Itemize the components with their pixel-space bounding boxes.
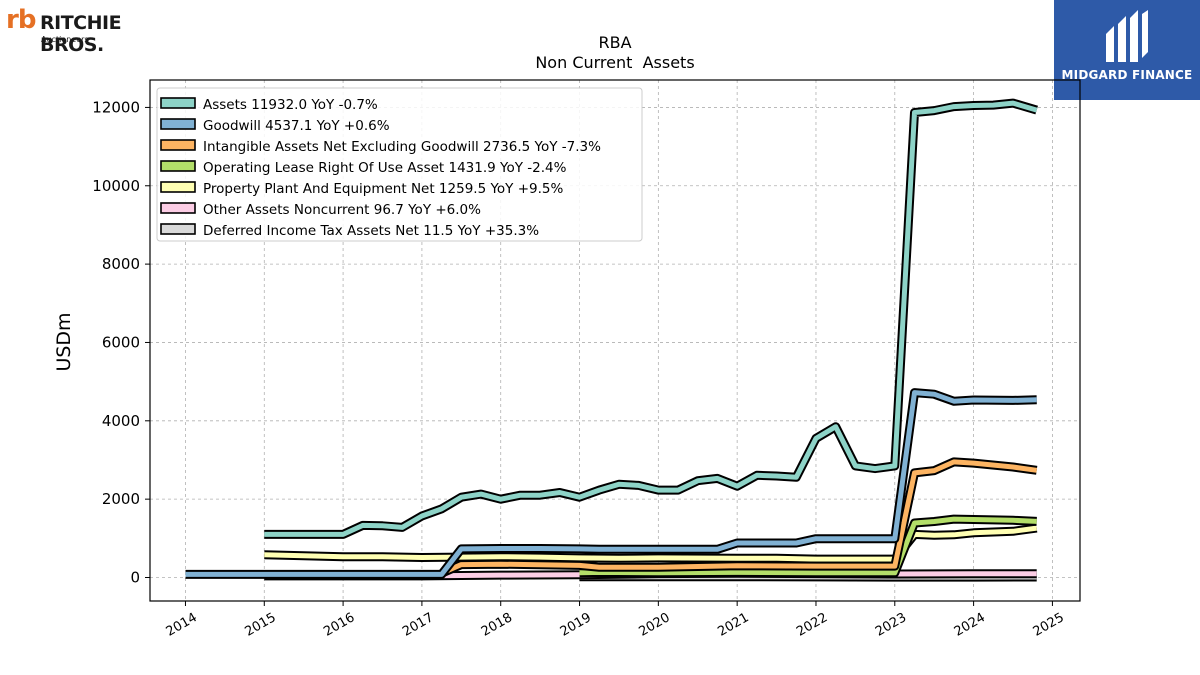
x-tick-label: 2025 (1031, 610, 1067, 640)
ritchie-bros-name: RITCHIE BROS. (40, 12, 122, 56)
ritchie-bros-logo: rb RITCHIE BROS. Auctioneers (4, 4, 174, 56)
legend-label: Property Plant And Equipment Net 1259.5 … (203, 181, 563, 197)
legend-swatch (160, 181, 196, 193)
y-tick-label: 12000 (92, 98, 140, 116)
legend-swatch (160, 118, 196, 130)
x-tick-label: 2016 (321, 610, 357, 640)
y-tick-label: 4000 (102, 412, 140, 430)
plot-frame (149, 79, 1081, 602)
series-line (185, 390, 1037, 577)
x-tick-label: 2017 (400, 610, 436, 640)
legend-swatch (160, 202, 196, 214)
x-tick-label: 2022 (794, 610, 830, 640)
y-tick-label: 8000 (102, 255, 140, 273)
x-tick-label: 2018 (479, 610, 515, 640)
x-tick-label: 2019 (558, 610, 594, 640)
legend-swatch (160, 223, 196, 235)
midgard-finance-logo: MIDGARD FINANCE (1054, 0, 1200, 100)
series-line (264, 100, 1038, 537)
legend-label: Operating Lease Right Of Use Asset 1431.… (203, 160, 567, 176)
legend-label: Deferred Income Tax Assets Net 11.5 YoY … (203, 223, 539, 239)
chart-subtitle: Non Current Assets (535, 53, 694, 72)
x-tick-label: 2023 (873, 610, 909, 640)
series-line (264, 525, 1038, 562)
legend-swatch (160, 139, 196, 151)
legend-box (156, 87, 643, 242)
rb-logo-mark: rb (6, 5, 36, 35)
midgard-finance-name: MIDGARD FINANCE (1061, 68, 1193, 82)
y-tick-label: 2000 (102, 490, 140, 508)
midgard-logo-icon (1106, 10, 1148, 62)
series-group (185, 98, 1038, 582)
legend-swatch (160, 97, 196, 109)
y-tick-label: 10000 (92, 177, 140, 195)
ritchie-bros-subtitle: Auctioneers (41, 35, 89, 44)
legend-label: Intangible Assets Net Excluding Goodwill… (203, 139, 601, 155)
chart-title: RBA (598, 33, 631, 52)
x-tick-label: 2024 (952, 610, 988, 640)
y-tick-label: 0 (130, 568, 140, 586)
series-line (579, 516, 1037, 576)
series-line (440, 459, 1038, 576)
x-tick-label: 2015 (242, 610, 278, 640)
legend-swatch (160, 160, 196, 172)
y-tick-label: 6000 (102, 333, 140, 351)
legend-label: Goodwill 4537.1 YoY +0.6% (203, 118, 390, 134)
x-tick-label: 2014 (164, 610, 200, 640)
legend-label: Other Assets Noncurrent 96.7 YoY +6.0% (203, 202, 481, 218)
legend: Assets 11932.0 YoY -0.7% Goodwill 4537.1 … (156, 87, 643, 242)
legend-label: Assets 11932.0 YoY -0.7% (203, 97, 378, 113)
x-tick-label: 2021 (715, 610, 751, 640)
x-tick-label: 2020 (637, 610, 673, 640)
y-axis-label: USDm (53, 312, 75, 371)
